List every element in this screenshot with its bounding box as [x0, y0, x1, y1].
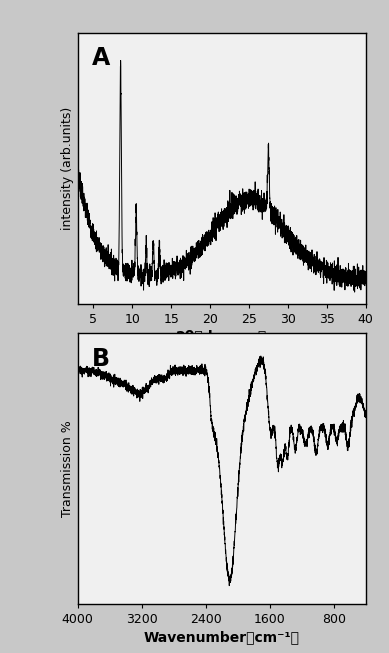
Y-axis label: Transmission %: Transmission % — [61, 420, 74, 517]
X-axis label: 2θ（degree）: 2θ（degree） — [176, 330, 267, 344]
X-axis label: Wavenumber（cm⁻¹）: Wavenumber（cm⁻¹） — [144, 630, 300, 645]
Y-axis label: intensity (arb.units): intensity (arb.units) — [61, 106, 74, 230]
Text: B: B — [92, 347, 110, 371]
Text: A: A — [92, 46, 110, 71]
